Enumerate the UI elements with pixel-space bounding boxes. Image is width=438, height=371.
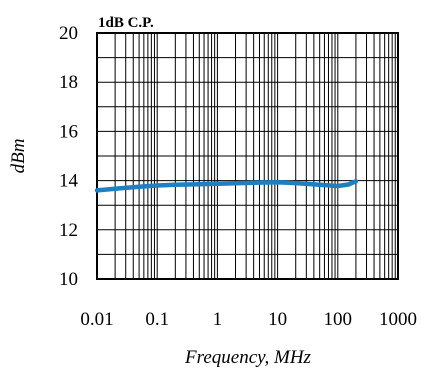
x-tick-label: 100 [324,309,353,330]
series-layer [94,179,359,193]
y-tick-label: 12 [59,220,78,241]
chart-title: 1dB C.P. [98,15,154,31]
x-axis-title: Frequency, MHz [184,347,312,368]
x-tick-label: 1 [213,309,223,330]
y-tick-label: 18 [59,72,78,93]
plot-frame [96,32,399,280]
y-tick-label: 10 [59,269,78,290]
y-axis-title: dBm [8,139,29,174]
x-tick-label: 10 [268,309,287,330]
y-tick-label: 20 [59,23,78,44]
y-tick-label: 16 [59,121,78,142]
y-tick-label: 14 [59,171,79,192]
x-tick-label: 0.1 [145,309,169,330]
major-gridlines [97,33,398,279]
series-line [94,179,359,193]
x-tick-label: 1000 [379,309,417,330]
x-tick-labels: 0.01 0.1 1 10 100 1000 [80,309,417,330]
y-tick-labels: 10 12 14 16 18 20 [59,23,79,290]
x-tick-label: 0.01 [80,309,113,330]
